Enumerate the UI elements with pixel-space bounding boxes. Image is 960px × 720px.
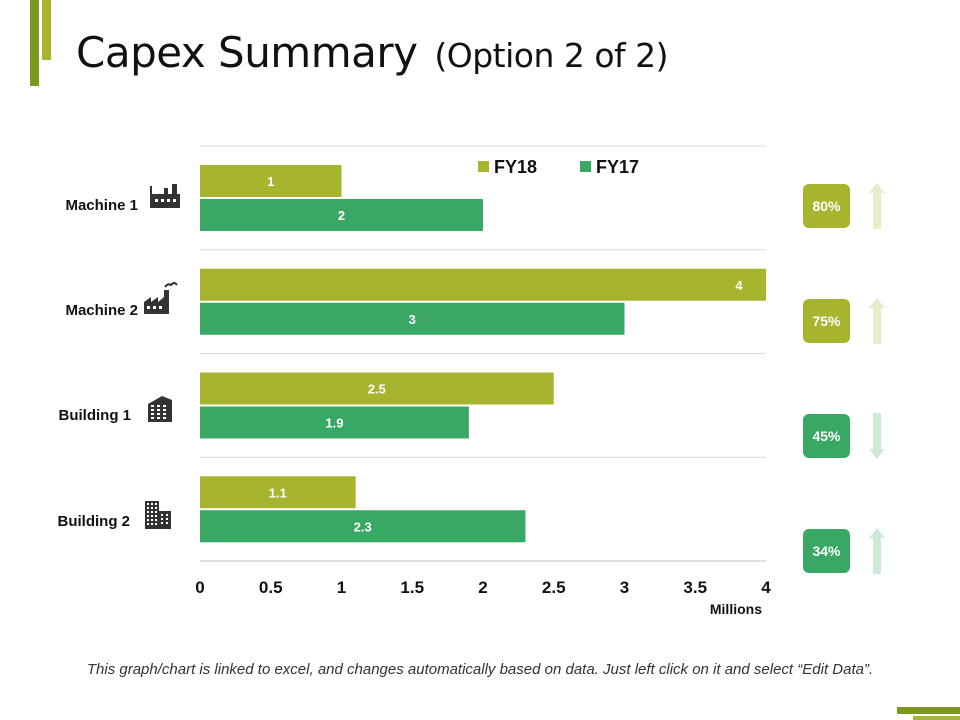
- accent-bar-bottom-light: [913, 716, 960, 720]
- legend-label: FY17: [596, 157, 639, 177]
- change-badge-label: 80%: [812, 198, 841, 214]
- x-tick-label: 1.5: [400, 578, 424, 597]
- bar-fy18[interactable]: [200, 268, 766, 301]
- bar-fy17[interactable]: [200, 406, 469, 439]
- footer-note: This graph/chart is linked to excel, and…: [86, 661, 874, 678]
- city-building-icon: [145, 501, 171, 529]
- arrow-up-icon: [869, 528, 885, 574]
- bar-fy18[interactable]: [200, 165, 342, 197]
- change-badge: [803, 184, 850, 228]
- page-title: Capex Summary (Option 2 of 2): [76, 28, 669, 77]
- change-badge: [803, 414, 850, 458]
- bar-data-label: 2: [338, 208, 345, 223]
- bar-data-label: 1.9: [325, 416, 343, 431]
- accent-bar-left-dark: [30, 0, 39, 86]
- x-tick-label: 4: [761, 578, 771, 597]
- bar-data-label: 1: [267, 174, 274, 189]
- bar-data-label: 2.5: [368, 382, 386, 397]
- x-tick-label: 0.5: [259, 578, 283, 597]
- category-label: Building 2: [58, 513, 131, 530]
- title-main: Capex Summary: [76, 28, 418, 77]
- bar-fy18[interactable]: [200, 372, 554, 405]
- bar-data-label: 2.3: [354, 519, 372, 534]
- factory-icon: [150, 184, 180, 208]
- title-subtitle: (Option 2 of 2): [434, 36, 669, 75]
- legend-swatch-fy18: [478, 161, 489, 172]
- x-tick-label: 1: [337, 578, 346, 597]
- arrow-down-icon: [869, 413, 885, 459]
- x-axis-title: Millions: [710, 601, 762, 617]
- bar-data-label: 3: [409, 312, 416, 327]
- category-label: Machine 1: [65, 197, 138, 214]
- category-label: Building 1: [59, 407, 132, 424]
- x-tick-label: 3.5: [683, 578, 707, 597]
- change-badge: [803, 299, 850, 343]
- x-tick-label: 2.5: [542, 578, 566, 597]
- arrow-up-icon: [869, 298, 885, 344]
- bar-fy17[interactable]: [200, 510, 526, 543]
- bar-fy17[interactable]: [200, 302, 625, 335]
- x-tick-label: 2: [478, 578, 487, 597]
- office-building-icon: [148, 396, 172, 422]
- bar-data-label: 4: [735, 278, 743, 293]
- accent-bar-left-light: [42, 0, 51, 60]
- arrow-up-icon: [869, 183, 885, 229]
- change-badge-label: 45%: [812, 428, 841, 444]
- x-tick-label: 3: [620, 578, 629, 597]
- bar-fy17[interactable]: [200, 199, 483, 231]
- legend-swatch-fy17: [580, 161, 591, 172]
- change-badge-label: 75%: [812, 313, 841, 329]
- legend-label: FY18: [494, 157, 537, 177]
- change-badge-label: 34%: [812, 543, 841, 559]
- bar-data-label: 1.1: [269, 485, 287, 500]
- x-tick-label: 0: [195, 578, 204, 597]
- factory-smoke-icon: [144, 282, 178, 314]
- category-label: Machine 2: [65, 302, 138, 319]
- accent-bar-bottom-dark: [897, 707, 960, 714]
- bar-fy18[interactable]: [200, 476, 356, 509]
- change-badge: [803, 529, 850, 573]
